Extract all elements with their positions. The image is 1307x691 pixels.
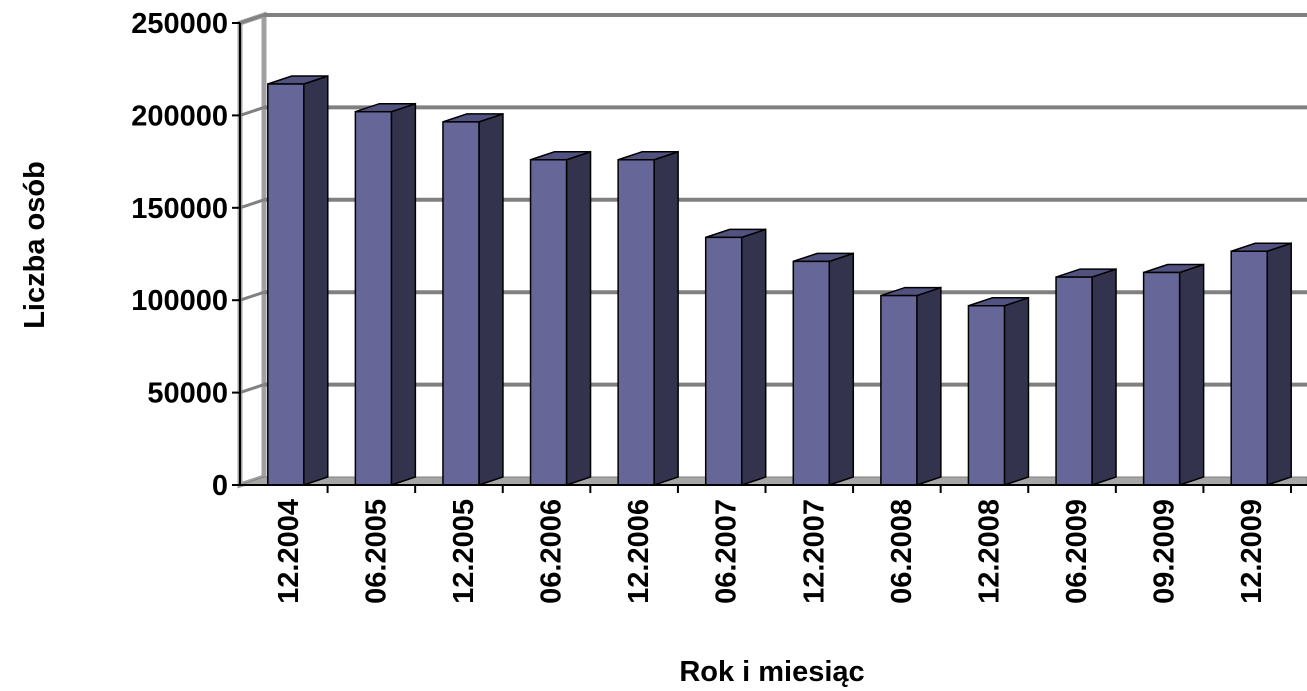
x-tick-label: 06.2005 xyxy=(360,499,392,604)
side-wall xyxy=(237,11,267,489)
x-tick-label: 12.2008 xyxy=(973,499,1005,604)
bar-front xyxy=(880,294,918,486)
bar xyxy=(617,150,679,487)
bar-front xyxy=(1230,250,1268,486)
y-axis-title: Liczba osób xyxy=(19,161,51,329)
x-tick-label: 12.2007 xyxy=(798,499,830,604)
x-tick-label: 12.2009 xyxy=(1236,499,1268,604)
gridline-diagonal xyxy=(239,13,265,25)
bar-side xyxy=(740,228,767,487)
gridline-diagonal xyxy=(239,290,265,302)
bar xyxy=(880,286,942,487)
bar-front xyxy=(967,304,1006,486)
bar-front xyxy=(442,121,480,486)
bar-front xyxy=(1142,271,1181,486)
bar-side xyxy=(565,150,592,487)
x-tick-label: 12.2005 xyxy=(448,499,480,604)
x-tick-label: 06.2008 xyxy=(886,499,918,604)
y-tick-label: 200000 xyxy=(131,100,228,132)
y-tick-label: 100000 xyxy=(131,285,228,317)
x-tick-labels: 12.2004 06.2005 12.2005 06.2006 12.2006 06.20… xyxy=(273,499,1268,604)
bar xyxy=(967,296,1030,487)
bar-side xyxy=(1091,268,1117,487)
bar xyxy=(442,112,504,487)
bar-front xyxy=(704,236,743,486)
x-tick-label: 09.2009 xyxy=(1149,499,1181,604)
x-tick-label: 06.2007 xyxy=(711,499,743,604)
bar xyxy=(1230,242,1292,487)
x-tick-label: 06.2006 xyxy=(536,499,568,604)
bar xyxy=(267,74,329,487)
x-tick-label: 06.2009 xyxy=(1061,499,1093,604)
y-tick-labels: 0 50000 100000 150000 200000 250000 xyxy=(131,8,228,502)
bar xyxy=(529,150,592,487)
bars xyxy=(267,74,1292,487)
bar-side xyxy=(390,102,417,487)
gridlines xyxy=(239,13,1307,395)
y-tick-label: 0 xyxy=(212,470,228,502)
bar xyxy=(354,102,417,487)
bar-side xyxy=(1003,296,1030,487)
bar-front xyxy=(267,83,305,486)
bar-side xyxy=(653,150,679,487)
bar xyxy=(1142,263,1205,487)
bar-side xyxy=(1266,242,1292,487)
x-tick-label: 12.2006 xyxy=(623,499,655,604)
x-tick-label: 12.2004 xyxy=(273,499,305,604)
y-tick-label: 50000 xyxy=(147,378,228,410)
y-tick-label: 150000 xyxy=(131,193,228,225)
bar-side xyxy=(303,74,329,487)
gridline-diagonal xyxy=(239,105,265,117)
bar-front xyxy=(354,110,393,486)
y-tick-label: 250000 xyxy=(131,8,228,40)
bar-side xyxy=(916,286,942,487)
bar-front xyxy=(792,260,831,486)
bar-front xyxy=(617,159,655,486)
gridline-diagonal xyxy=(239,383,265,395)
bar xyxy=(704,228,767,487)
axes xyxy=(232,22,1307,493)
bar-side xyxy=(828,252,855,487)
bar xyxy=(792,252,855,487)
x-axis-title: Rok i miesiąc xyxy=(679,656,864,688)
bar-side xyxy=(478,112,504,487)
bar-side xyxy=(1178,263,1205,487)
gridline-diagonal xyxy=(239,198,265,210)
bar xyxy=(1055,268,1117,487)
bar-front xyxy=(529,159,568,486)
bar-front xyxy=(1055,276,1093,486)
